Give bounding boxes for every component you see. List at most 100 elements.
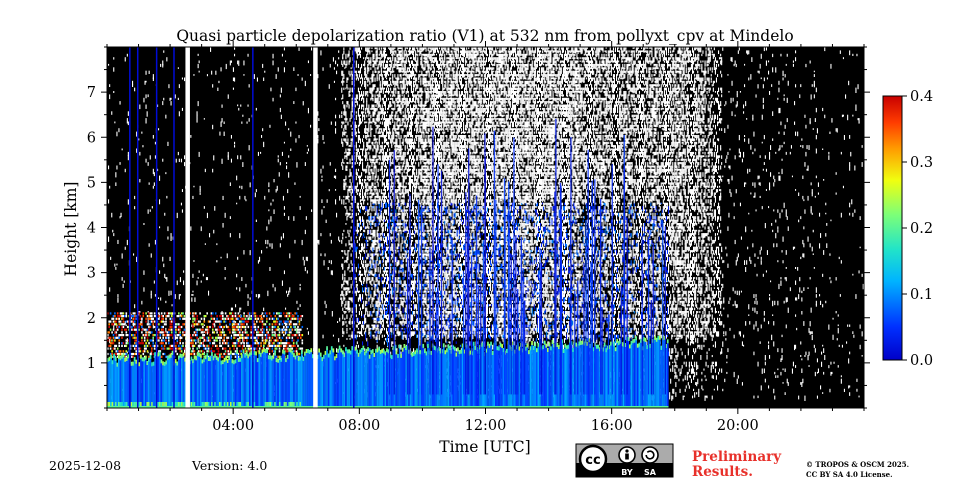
cloud-speck [386, 60, 388, 63]
cloud-speck [412, 311, 414, 315]
cloud-speck [357, 317, 359, 323]
cloud-speck [401, 327, 403, 330]
cloud-speck [348, 300, 350, 306]
cloud-speck [426, 165, 428, 170]
cloud-speck [368, 209, 370, 213]
cloud-speck [402, 304, 404, 308]
cloud-speck [357, 47, 359, 53]
cloud-speck [119, 216, 121, 219]
cloud-speck [240, 307, 242, 310]
cloud-speck [357, 331, 359, 334]
cloud-speck [375, 324, 377, 327]
cloud-speck [241, 121, 243, 124]
cloud-speck [410, 280, 412, 285]
cloud-speck [398, 50, 400, 54]
cloud-speck [371, 287, 373, 290]
cloud-speck [343, 104, 345, 109]
cloud-speck [386, 87, 388, 93]
cloud-speck [159, 175, 161, 181]
cloud-speck [398, 226, 400, 229]
cloud-speck [395, 135, 397, 137]
cloud-speck [344, 155, 346, 159]
cloud-speck [193, 260, 195, 262]
cloud-speck [391, 175, 393, 181]
cloud-speck [255, 107, 257, 111]
cloud-speck [415, 239, 417, 243]
cloud-speck [420, 185, 422, 188]
cloud-speck [418, 141, 420, 148]
cloud-speck [358, 223, 360, 228]
cloud-speck [345, 202, 347, 205]
cloud-speck [402, 233, 404, 238]
cloud-speck [416, 131, 418, 134]
cloud-speck [406, 67, 408, 73]
cloud-speck [405, 158, 407, 165]
cloud-speck [384, 304, 386, 307]
cloud-speck [384, 168, 386, 171]
cloud-speck [376, 287, 378, 293]
cloud-speck [414, 246, 416, 250]
cloud-speck [402, 297, 404, 300]
cloud-speck [377, 226, 379, 232]
cloud-speck [399, 145, 401, 150]
cloud-speck [366, 128, 368, 131]
cloud-speck [420, 344, 422, 351]
cloud-speck [402, 267, 404, 272]
cloud-speck [407, 141, 409, 145]
cloud-speck [343, 182, 345, 188]
cloud-speck [421, 179, 423, 183]
cloud-speck [372, 84, 374, 90]
cloud-speck [355, 63, 357, 68]
cloud-speck [323, 206, 325, 209]
cloud-speck [373, 192, 375, 196]
cloud-speck [429, 158, 431, 162]
cloud-speck [373, 260, 375, 263]
cloud-speck [294, 239, 296, 244]
cloud-speck [418, 101, 420, 106]
cloud-speck [338, 57, 340, 60]
cloud-speck [348, 94, 350, 97]
cloud-speck [371, 104, 373, 109]
cloud-speck [363, 219, 365, 225]
cloud-speck [371, 277, 373, 282]
cloud-speck [381, 182, 383, 187]
cloud-speck [357, 229, 359, 233]
cloud-speck [404, 70, 406, 74]
cloud-speck [424, 141, 426, 146]
cloud-speck [383, 74, 385, 76]
cloud-speck [355, 344, 357, 351]
cloud-speck [368, 168, 370, 173]
cloud-speck [412, 202, 414, 207]
cloud-speck [365, 70, 367, 76]
cloud-speck [422, 114, 424, 119]
cloud-speck [401, 165, 403, 171]
cloud-speck [402, 114, 404, 118]
cloud-speck [425, 47, 427, 52]
cloud-speck [409, 57, 411, 59]
cloud-speck [397, 283, 399, 288]
cloud-speck [390, 47, 392, 52]
cloud-speck [366, 53, 368, 59]
cloud-speck [381, 131, 383, 137]
cloud-speck [355, 280, 357, 283]
cloud-speck [371, 206, 373, 212]
cloud-speck [413, 348, 415, 353]
cloud-speck [384, 202, 386, 207]
cloud-speck [381, 304, 383, 310]
cloud-speck [249, 182, 251, 188]
cloud-speck [392, 97, 394, 104]
cloud-speck [363, 206, 365, 211]
cloud-speck [377, 175, 379, 181]
cloud-speck [372, 311, 374, 314]
cloud-speck [424, 307, 426, 310]
cloud-speck [429, 77, 431, 82]
cloud-speck [427, 246, 429, 249]
cloud-speck [387, 118, 389, 123]
cloud-speck [405, 250, 407, 256]
cloud-speck [372, 273, 374, 276]
cloud-speck [343, 179, 345, 182]
cloud-speck [374, 229, 376, 233]
cloud-speck [397, 226, 399, 229]
cloud-speck [378, 209, 380, 211]
cloud-speck [415, 243, 417, 248]
